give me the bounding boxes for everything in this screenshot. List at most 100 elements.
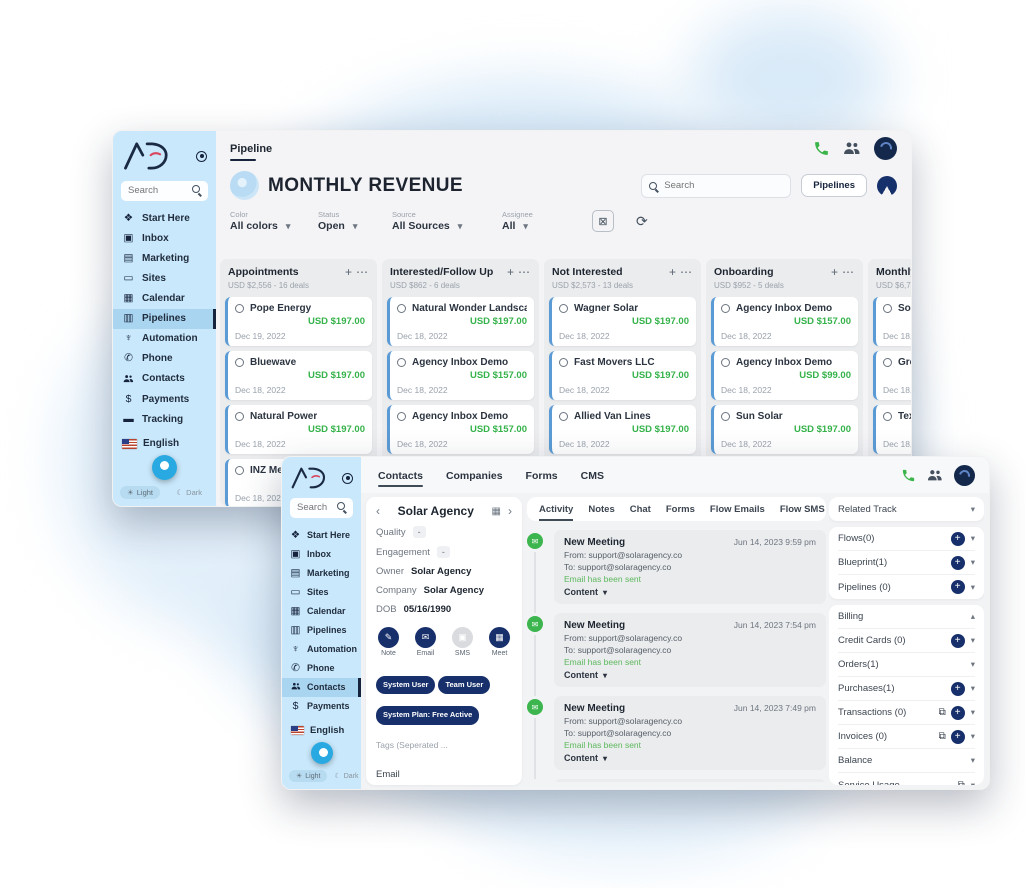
deal-radio[interactable] [397,412,406,421]
deal-card[interactable]: Wagner Solar USD $197.00 Dec 18, 2022 [549,297,696,346]
sidebar-collapse-toggle[interactable] [196,150,207,162]
phone-call-icon[interactable] [813,140,830,157]
sidebar-item-payments[interactable]: $ Payments [282,697,361,716]
sidebar-item-payments[interactable]: $ Payments [113,389,216,409]
refresh-icon[interactable]: ⟳ [636,213,648,229]
sidebar-item-marketing[interactable]: ▤ Marketing [123,252,190,265]
deal-radio[interactable] [235,358,244,367]
language-selector[interactable]: English [289,723,354,740]
dark-theme-button[interactable]: ☾ Dark [334,772,359,781]
dark-theme-button[interactable]: ☾ Dark [176,488,202,497]
deal-radio[interactable] [397,304,406,313]
tab-flow-sms[interactable]: Flow SMS [779,503,825,515]
external-link-icon[interactable]: ⧉ [957,779,965,786]
related-track-header[interactable]: Related Track ▾ [838,503,975,515]
column-menu-icon[interactable]: ⋯ [356,265,369,279]
sidebar-item-sites[interactable]: ▭ Sites [123,272,166,285]
sidebar-collapse-toggle[interactable] [342,472,353,484]
add-deal-icon[interactable]: + [506,265,514,279]
sidebar-item-phone[interactable]: ✆ Phone [282,659,361,678]
deal-card[interactable]: Agency Inbox Demo USD $157.00 Dec 18, 2022 [711,297,858,346]
add-icon[interactable]: + [950,633,965,648]
column-menu-icon[interactable]: ⋯ [518,265,531,279]
meet-button[interactable]: ▦ Meet [489,627,510,657]
sidebar-item-sites[interactable]: ▭ Sites [290,585,329,598]
deal-radio[interactable] [559,412,568,421]
deal-card[interactable]: Agency Inbox Demo USD $157.00 Dec 18, 2022 [387,351,534,400]
prev-contact-icon[interactable]: ‹ [376,504,380,518]
activity-card[interactable]: New Meeting Jun 14, 2023 7:49 pm From: su… [554,696,826,770]
note-button[interactable]: ✎ Note [378,627,399,657]
deal-card[interactable]: Agency Inbox Demo USD $99.00 Dec 18, 2022 [711,351,858,400]
tab-cms[interactable]: CMS [580,469,604,482]
chat-widget-button[interactable] [152,455,177,480]
sidebar-item-start-here[interactable]: ❖ Start Here [290,528,351,541]
sidebar-item-pipelines[interactable]: ▥ Pipelines [290,623,347,636]
deal-card[interactable]: Allied Van Lines USD $197.00 Dec 18, 2022 [549,405,696,454]
deal-radio[interactable] [721,412,730,421]
email-button[interactable]: ✉ Email [415,627,436,657]
sidebar-item-automation[interactable]: ♆ Automation [282,640,361,659]
deal-card[interactable]: GreenDec 18, 2022 [873,351,911,400]
add-icon[interactable]: + [950,531,965,546]
contact-form-icon[interactable]: ▦ [491,505,501,517]
deal-radio[interactable] [235,304,244,313]
contacts-people-icon[interactable] [843,139,861,157]
related-row-invoices[interactable]: Invoices (0) ⧉ + ▾ [838,725,975,749]
tab-forms[interactable]: Forms [525,469,558,482]
deal-card[interactable]: Natural Wonder LandscapingUSD $197.00Dec… [387,297,534,346]
column-menu-icon[interactable]: ⋯ [842,265,855,279]
deal-radio[interactable] [883,358,892,367]
user-avatar[interactable] [954,464,975,486]
sidebar-item-start-here[interactable]: ❖ Start Here [123,212,190,225]
sidebar-item-marketing[interactable]: ▤ Marketing [290,566,350,579]
sidebar-item-calendar[interactable]: ▦ Calendar [290,604,346,617]
quality-dropdown[interactable]: - [412,526,426,538]
add-icon[interactable]: + [950,681,965,696]
deal-card[interactable]: Agency Inbox Demo USD $157.00 Dec 18, 2022 [387,405,534,454]
pie-chart-icon[interactable] [877,175,897,196]
related-row-flows[interactable]: Flows(0) + ▾ [838,527,975,551]
tab-flow-emails[interactable]: Flow Emails [709,503,765,515]
related-row-blueprint[interactable]: Blueprint(1) + ▾ [838,551,975,575]
add-icon[interactable]: + [950,580,965,594]
add-deal-icon[interactable]: + [830,265,838,279]
related-row-purchases[interactable]: Purchases(1) + ▾ [838,677,975,701]
deal-radio[interactable] [883,412,892,421]
sidebar-item-inbox[interactable]: ▣ Inbox [123,232,169,245]
column-menu-icon[interactable]: ⋯ [680,265,693,279]
deal-card[interactable]: Pope Energy USD $197.00 Dec 19, 2022 [225,297,372,346]
activity-card[interactable]: New Meeting Jun 14, 2023 9:59 pm From: su… [554,530,826,604]
phone-call-icon[interactable] [901,468,916,483]
deal-card[interactable]: Bluewave USD $197.00 Dec 18, 2022 [225,351,372,400]
deal-radio[interactable] [721,304,730,313]
sidebar-item-phone[interactable]: ✆ Phone [113,349,216,369]
chat-widget-button[interactable] [310,742,333,764]
tag-pill[interactable]: System User [376,676,436,695]
language-selector[interactable]: English [120,436,209,453]
engagement-dropdown[interactable]: - [436,546,450,558]
sidebar-item-automation[interactable]: ♆ Automation [113,329,216,349]
deal-radio[interactable] [559,358,568,367]
tag-pill[interactable]: System Plan: Free Active [376,706,480,725]
related-row-service-usage[interactable]: Service Usage ⧉ ▾ [838,773,975,786]
deal-radio[interactable] [235,412,244,421]
billing-section-header[interactable]: Billing ▴ [838,605,975,629]
next-contact-icon[interactable]: › [508,504,512,518]
tab-activity[interactable]: Activity [539,503,574,521]
deal-card[interactable]: Fast Movers LLC USD $197.00 Dec 18, 2022 [549,351,696,400]
content-toggle[interactable]: Content ▾ [564,670,608,680]
content-toggle[interactable]: Content ▾ [564,587,608,597]
sidebar-item-contacts[interactable]: Contacts [113,369,216,390]
sidebar-item-contacts[interactable]: Contacts [282,677,361,697]
sidebar-item-pipelines[interactable]: ▥ Pipelines [113,308,216,329]
deal-radio[interactable] [721,358,730,367]
tab-contacts[interactable]: Contacts [378,459,423,492]
related-row-orders[interactable]: Orders(1) ▾ [838,653,975,677]
tab-companies[interactable]: Companies [445,469,503,482]
sms-button[interactable]: ▣ SMS [452,627,473,657]
external-link-icon[interactable]: ⧉ [938,731,946,742]
tab-notes[interactable]: Notes [588,503,615,515]
deal-radio[interactable] [235,466,244,475]
external-link-icon[interactable]: ⧉ [938,707,946,718]
